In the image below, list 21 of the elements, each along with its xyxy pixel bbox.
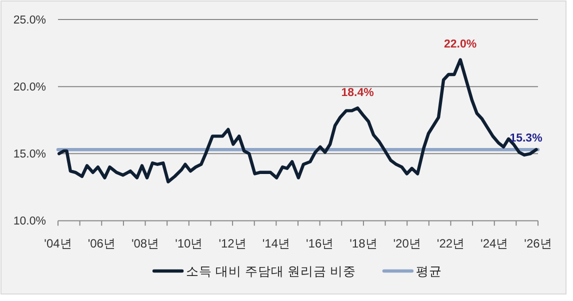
x-tick-label: '24년: [480, 236, 508, 251]
x-tick-label: '16년: [306, 236, 334, 251]
annotation: 22.0%: [444, 38, 477, 51]
legend-label: 소득 대비 주담대 원리금 비중: [186, 264, 356, 278]
y-tick-label: 15.0%: [13, 148, 46, 161]
x-tick-label: '18년: [350, 236, 378, 251]
x-tick-label: '14년: [262, 236, 290, 251]
x-tick-label: '20년: [393, 236, 421, 251]
x-tick-label: '08년: [131, 236, 160, 251]
x-tick-label: '22년: [436, 236, 465, 251]
legend-label: 평균: [416, 264, 442, 278]
annotation: 18.4%: [341, 87, 374, 100]
x-tick-label: '10년: [175, 236, 203, 251]
x-tick-label: '12년: [218, 236, 246, 251]
y-tick-label: 25.0%: [13, 14, 46, 26]
annotation: 15.3%: [510, 132, 542, 145]
x-tick-label: '06년: [88, 236, 116, 251]
x-tick-label: '04년: [44, 236, 72, 251]
x-tick-label: '26년: [524, 236, 552, 251]
y-tick-label: 20.0%: [13, 82, 46, 94]
y-tick-label: 10.0%: [13, 216, 46, 228]
